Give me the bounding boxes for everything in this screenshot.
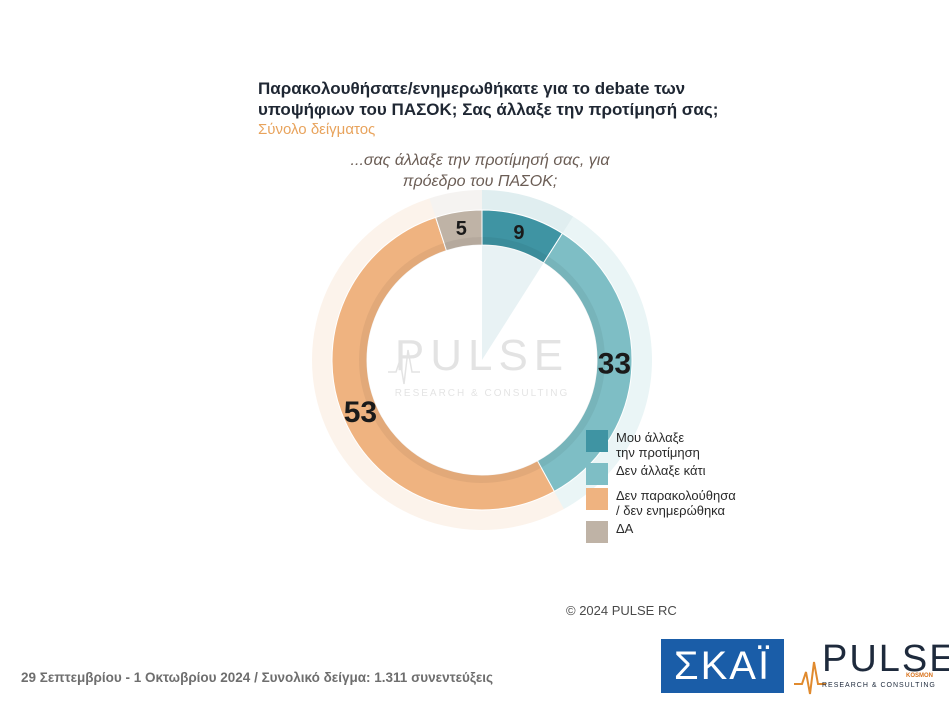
legend-item: Μου άλλαξε την προτίμηση [586,430,736,460]
footer-text: 29 Σεπτεμβρίου - 1 Οκτωβρίου 2024 / Συνο… [21,670,494,685]
pulse-logo-tagline: RESEARCH & CONSULTING [822,682,936,689]
legend-item: ΔΑ [586,521,736,543]
donut-slice [331,216,555,511]
legend-swatch [586,430,608,452]
copyright-text: © 2024 PULSE RC [566,603,677,618]
legend-label: Δεν παρακολούθησα / δεν ενημερώθηκα [616,488,736,518]
data-label: 33 [598,348,631,381]
watermark-pulse-line [388,349,420,385]
legend-swatch [586,488,608,510]
halo-segment [554,216,653,509]
donut-slice-inner-band [443,237,482,251]
donut-slice-inner-band [482,237,548,263]
donut-data-labels: 9 33 53 5 [344,218,631,429]
legend: Μου άλλαξε την προτίμηση Δεν άλλαξε κάτι Δ… [586,430,736,546]
donut-slice-inner-band [537,256,605,468]
chart-title: Παρακολουθήσατε/ενημερωθήκατε για το deb… [258,79,719,119]
skai-logo: ΣΚΑΪ [661,639,784,693]
watermark: PULSE RESEARCH & CONSULTING [388,331,570,399]
legend-item: Δεν παρακολούθησα / δεν ενημερώθηκα [586,488,736,518]
donut-slices [331,209,633,511]
chart-subtitle: Σύνολο δείγματος [258,121,376,138]
legend-label: Δεν άλλαξε κάτι [616,463,706,478]
inner-wedge-highlight [482,245,544,360]
chart-question: ...σας άλλαξε την προτίμησή σας, για πρό… [350,152,610,190]
legend-label: Μου άλλαξε την προτίμηση [616,430,700,460]
pulse-logo-line-icon [794,661,826,695]
pulse-logo: PULSE KOSMON RESEARCH & CONSULTING [792,638,949,698]
pulse-logo-name: PULSE [822,638,949,680]
legend-swatch [586,521,608,543]
watermark-tagline: RESEARCH & CONSULTING [395,388,570,399]
pulse-logo-badge: KOSMON [906,673,933,679]
legend-label: ΔΑ [616,521,634,536]
data-label: 9 [513,222,524,244]
donut-slice [435,209,483,252]
data-label: 5 [456,218,467,240]
legend-swatch [586,463,608,485]
watermark-name: PULSE [395,331,569,380]
data-label: 53 [344,396,377,429]
halo-segment [482,190,574,234]
legend-item: Δεν άλλαξε κάτι [586,463,736,485]
